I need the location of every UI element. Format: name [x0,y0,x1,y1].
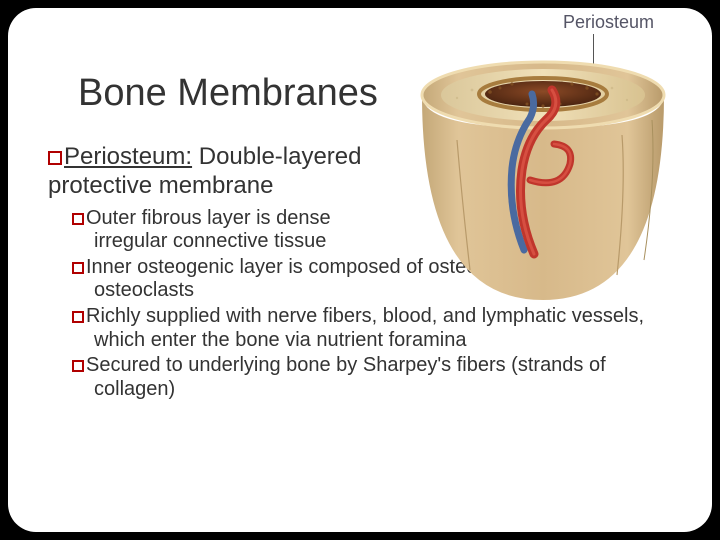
bullet-icon [72,311,84,323]
bone-illustration [412,40,674,300]
figure-label: Periosteum [563,12,654,33]
bullet-icon [72,360,84,372]
sub-bullet: Outer fibrous layer is dense irregular c… [72,207,382,254]
bullet-icon [72,213,84,225]
main-bullet: Periosteum: Double-layered protective me… [42,143,402,201]
periosteum-figure: Periosteum [412,8,674,298]
sub-bullet: Richly supplied with nerve fibers, blood… [72,305,672,352]
sub-text: Richly supplied with nerve fibers, blood… [86,305,644,351]
bullet-icon [48,151,62,165]
sub-text: Secured to underlying bone by Sharpey's … [86,354,606,400]
sub-text: Outer fibrous layer is dense irregular c… [86,207,331,253]
slide-card: Periosteum [8,8,712,532]
bullet-icon [72,262,84,274]
sub-bullet: Secured to underlying bone by Sharpey's … [72,354,672,401]
term: Periosteum: [64,143,192,170]
